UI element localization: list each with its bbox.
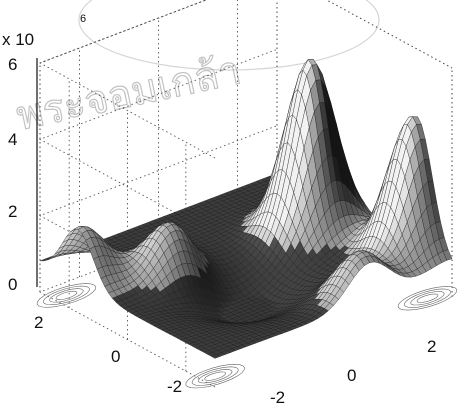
z-tick-label: 6 [8, 55, 17, 74]
y-tick-label: 0 [111, 347, 120, 366]
axes-edge [39, 0, 208, 64]
x-tick-label: 2 [427, 337, 436, 356]
x-tick-label: 0 [347, 366, 356, 385]
z-multiplier-label: x 10 [2, 30, 34, 49]
contour-line [204, 371, 227, 381]
z-multiplier-exponent: 6 [80, 13, 86, 25]
contour-line [185, 363, 245, 389]
contour-line [416, 293, 439, 303]
axes-box [39, 0, 453, 297]
contour-line [36, 283, 97, 308]
contour-line [397, 286, 458, 311]
contour-line [191, 366, 239, 386]
y-tick-label: -2 [167, 377, 182, 396]
grid-line [38, 0, 216, 159]
y-tick-label: 2 [34, 313, 43, 332]
axes-edge [325, 0, 453, 69]
surface-patch [210, 354, 221, 359]
x-tick-label: -2 [270, 388, 285, 407]
contour-line [49, 288, 84, 303]
surface-mesh [39, 58, 453, 359]
z-tick-label: 2 [8, 202, 17, 221]
grid-line [38, 48, 278, 235]
contour-line [410, 291, 445, 306]
base-axes: 2 0 -2 -2 0 2 [34, 313, 436, 407]
grid-line [38, 125, 278, 312]
z-axis: 0 2 4 6 x 10 6 [2, 13, 86, 294]
contour-line [55, 290, 78, 301]
contour-line [404, 288, 451, 308]
grid-line [38, 201, 278, 388]
z-tick-label: 0 [8, 275, 17, 294]
contour-line [43, 285, 90, 306]
grid-lines [38, 0, 278, 388]
floor-contour [36, 283, 458, 389]
svg-text:พระจอมเกล้า: พระจอมเกล้า [13, 47, 246, 139]
contour-line [198, 369, 233, 384]
z-tick-label: 4 [8, 130, 17, 149]
